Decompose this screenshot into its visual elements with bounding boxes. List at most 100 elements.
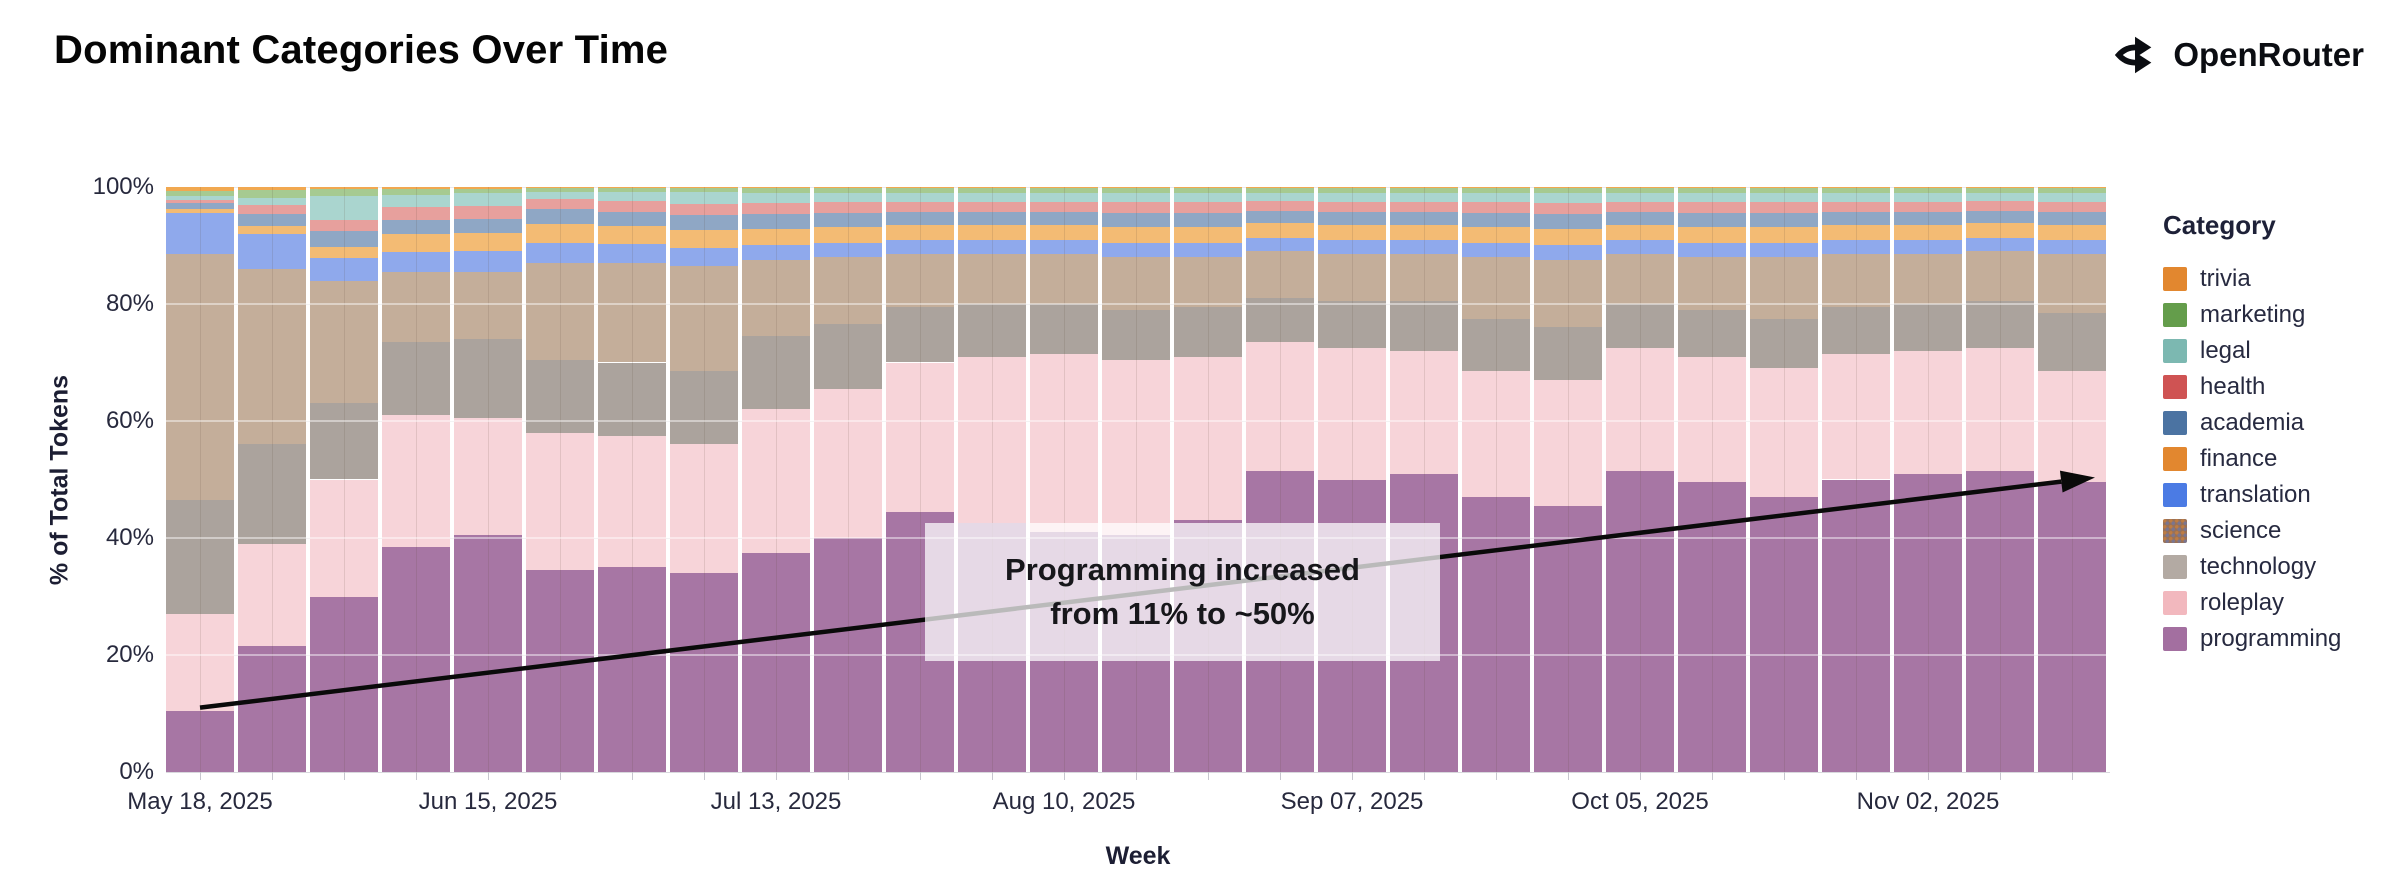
bar-segment-trivia[interactable] — [1462, 187, 1530, 189]
bar-segment-finance[interactable] — [1390, 225, 1458, 241]
legend-item-health[interactable]: health — [2163, 369, 2378, 405]
bar-segment-trivia[interactable] — [1966, 187, 2034, 189]
bar-segment-marketing[interactable] — [1390, 188, 1458, 194]
bar-segment-trivia[interactable] — [1390, 187, 1458, 189]
bar-segment-academia[interactable] — [958, 212, 1026, 225]
bar-segment-science[interactable] — [166, 254, 234, 500]
bar-segment-translation[interactable] — [1174, 242, 1242, 258]
bar-segment-trivia[interactable] — [742, 187, 810, 189]
bar-segment-roleplay[interactable] — [1678, 356, 1746, 483]
bar-segment-translation[interactable] — [1318, 240, 1386, 255]
bar-segment-marketing[interactable] — [958, 188, 1026, 194]
bar-segment-translation[interactable] — [1606, 240, 1674, 255]
bar-segment-health[interactable] — [598, 201, 666, 212]
bar-segment-trivia[interactable] — [526, 187, 594, 189]
bar-segment-technology[interactable] — [1102, 309, 1170, 360]
bar-segment-finance[interactable] — [1750, 226, 1818, 243]
bar-segment-marketing[interactable] — [382, 188, 450, 196]
bar-segment-health[interactable] — [1822, 201, 1890, 213]
bar-segment-translation[interactable] — [1102, 242, 1170, 258]
bar-segment-academia[interactable] — [526, 209, 594, 224]
bar-segment-legal[interactable] — [814, 193, 882, 203]
bar-segment-health[interactable] — [526, 199, 594, 210]
bar-segment-marketing[interactable] — [1246, 188, 1314, 194]
bar-segment-finance[interactable] — [598, 226, 666, 245]
bar-segment-legal[interactable] — [1606, 193, 1674, 202]
bar-segment-technology[interactable] — [670, 371, 738, 445]
bar-segment-legal[interactable] — [742, 193, 810, 203]
bar-segment-finance[interactable] — [382, 233, 450, 252]
bar-segment-marketing[interactable] — [886, 188, 954, 194]
bar-segment-science[interactable] — [1966, 251, 2034, 302]
bar-segment-technology[interactable] — [814, 324, 882, 389]
bar-segment-finance[interactable] — [1534, 228, 1602, 245]
bar-segment-science[interactable] — [238, 268, 306, 445]
bar-segment-health[interactable] — [1246, 201, 1314, 211]
bar-segment-technology[interactable] — [1534, 327, 1602, 381]
bar-segment-legal[interactable] — [1534, 193, 1602, 203]
bar-segment-technology[interactable] — [1894, 304, 1962, 351]
bar-segment-technology[interactable] — [1246, 298, 1314, 343]
bar-segment-health[interactable] — [886, 201, 954, 213]
bar-segment-technology[interactable] — [1390, 301, 1458, 351]
bar-segment-trivia[interactable] — [598, 187, 666, 189]
bar-segment-science[interactable] — [382, 271, 450, 342]
brand-logo[interactable]: OpenRouter — [2113, 34, 2364, 76]
bar-segment-roleplay[interactable] — [1894, 350, 1962, 474]
bar-segment-finance[interactable] — [1102, 226, 1170, 243]
bar-segment-legal[interactable] — [598, 192, 666, 202]
bar-segment-science[interactable] — [1534, 260, 1602, 328]
bar-segment-trivia[interactable] — [1678, 187, 1746, 189]
bar-segment-finance[interactable] — [526, 223, 594, 244]
bar-segment-finance[interactable] — [454, 232, 522, 252]
bar-segment-translation[interactable] — [454, 251, 522, 272]
bar-segment-legal[interactable] — [1102, 193, 1170, 203]
bar-segment-finance[interactable] — [2038, 225, 2106, 241]
bar-segment-legal[interactable] — [1750, 193, 1818, 203]
legend-item-trivia[interactable]: trivia — [2163, 261, 2378, 297]
bar-segment-technology[interactable] — [454, 339, 522, 419]
bar-segment-academia[interactable] — [1318, 212, 1386, 225]
bar-segment-health[interactable] — [814, 202, 882, 214]
bar-segment-trivia[interactable] — [670, 187, 738, 189]
bar-segment-marketing[interactable] — [1318, 188, 1386, 194]
bar-segment-trivia[interactable] — [886, 187, 954, 189]
bar-segment-science[interactable] — [1318, 254, 1386, 302]
bar-segment-translation[interactable] — [886, 240, 954, 255]
bar-segment-legal[interactable] — [1318, 193, 1386, 202]
bar-segment-legal[interactable] — [2038, 193, 2106, 202]
bar-segment-trivia[interactable] — [1606, 187, 1674, 189]
bar-segment-health[interactable] — [1030, 201, 1098, 213]
bar-segment-translation[interactable] — [1534, 244, 1602, 261]
bar-segment-translation[interactable] — [1822, 240, 1890, 255]
bar-segment-technology[interactable] — [310, 403, 378, 480]
bar-segment-marketing[interactable] — [598, 188, 666, 193]
legend-item-technology[interactable]: technology — [2163, 549, 2378, 585]
bar-segment-health[interactable] — [1174, 202, 1242, 214]
bar-segment-translation[interactable] — [310, 258, 378, 281]
bar-segment-health[interactable] — [1462, 202, 1530, 214]
bar-segment-health[interactable] — [2038, 201, 2106, 213]
bar-segment-finance[interactable] — [1174, 226, 1242, 243]
bar-segment-health[interactable] — [670, 203, 738, 216]
legend-item-marketing[interactable]: marketing — [2163, 297, 2378, 333]
bar-segment-legal[interactable] — [1462, 193, 1530, 203]
bar-segment-trivia[interactable] — [1750, 187, 1818, 189]
bar-segment-science[interactable] — [1390, 254, 1458, 302]
bar-segment-health[interactable] — [166, 199, 234, 203]
bar-segment-finance[interactable] — [1894, 225, 1962, 241]
bar-segment-technology[interactable] — [526, 359, 594, 433]
bar-segment-marketing[interactable] — [2038, 188, 2106, 194]
bar-segment-finance[interactable] — [1030, 225, 1098, 241]
bar-segment-finance[interactable] — [1822, 225, 1890, 241]
bar-segment-technology[interactable] — [2038, 312, 2106, 372]
bar-segment-legal[interactable] — [526, 192, 594, 200]
bar-segment-science[interactable] — [1174, 257, 1242, 307]
bar-segment-marketing[interactable] — [1462, 188, 1530, 194]
legend-item-translation[interactable]: translation — [2163, 477, 2378, 513]
bar-segment-marketing[interactable] — [166, 190, 234, 197]
bar-segment-legal[interactable] — [1246, 193, 1314, 202]
bar-segment-health[interactable] — [1966, 201, 2034, 211]
bar-segment-trivia[interactable] — [814, 187, 882, 189]
bar-segment-trivia[interactable] — [2038, 187, 2106, 189]
